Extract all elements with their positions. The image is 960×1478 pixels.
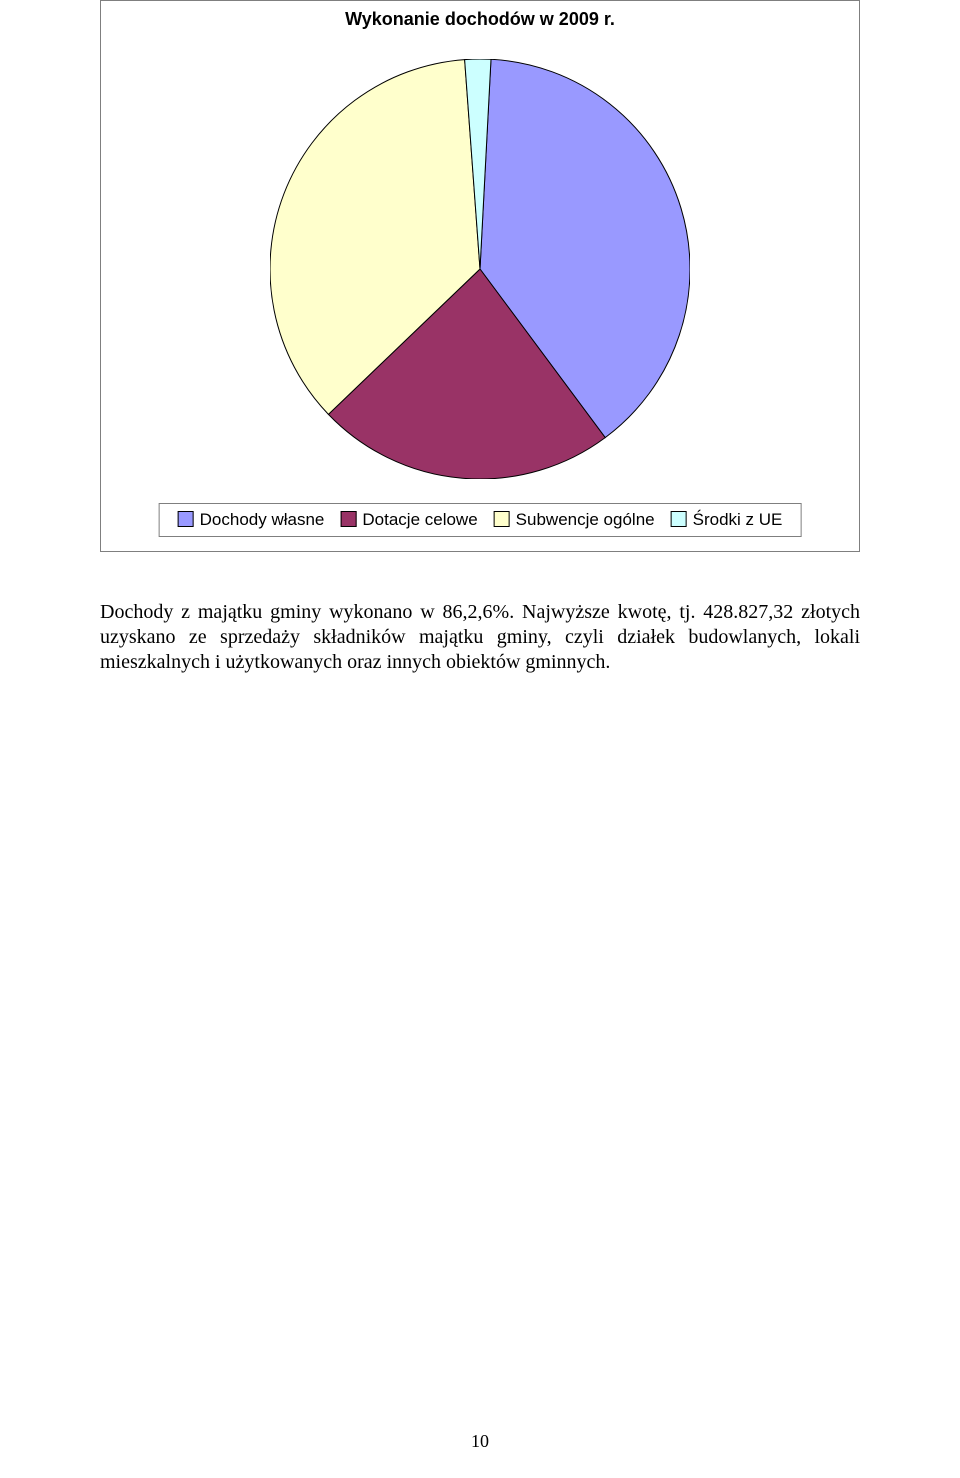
legend-item-2: Subwencje ogólne — [494, 510, 655, 530]
legend-item-3: Środki z UE — [671, 510, 783, 530]
legend-label: Subwencje ogólne — [516, 510, 655, 529]
legend-swatch-icon — [494, 511, 510, 527]
legend-swatch-icon — [671, 511, 687, 527]
page: Wykonanie dochodów w 2009 r. Dochody wła… — [0, 0, 960, 1478]
pie-svg — [270, 59, 690, 479]
legend-swatch-icon — [340, 511, 356, 527]
chart-title: Wykonanie dochodów w 2009 r. — [101, 9, 859, 30]
legend-swatch-icon — [178, 511, 194, 527]
body-paragraph: Dochody z majątku gminy wykonano w 86,2,… — [100, 600, 860, 675]
legend-label: Środki z UE — [693, 510, 783, 529]
chart-legend: Dochody własne Dotacje celowe Subwencje og… — [159, 503, 802, 537]
legend-item-1: Dotacje celowe — [340, 510, 477, 530]
legend-label: Dotacje celowe — [362, 510, 477, 529]
legend-item-0: Dochody własne — [178, 510, 325, 530]
pie-chart — [270, 59, 690, 484]
page-number: 10 — [0, 1431, 960, 1452]
chart-container: Wykonanie dochodów w 2009 r. Dochody wła… — [100, 0, 860, 552]
legend-label: Dochody własne — [200, 510, 325, 529]
